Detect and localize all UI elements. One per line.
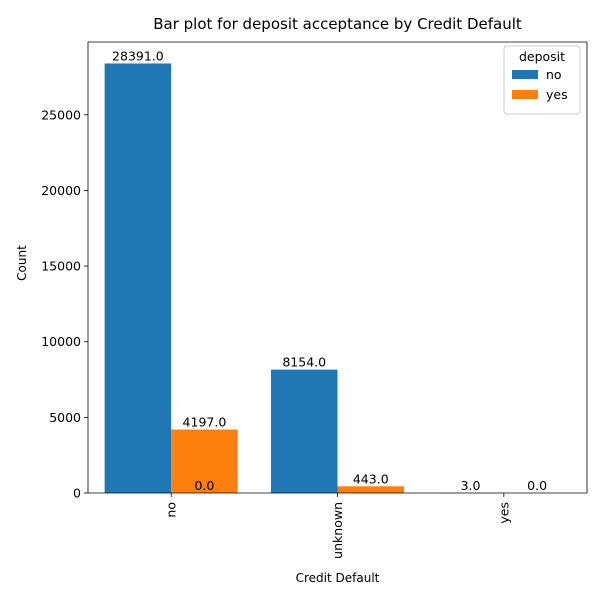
chart-title: Bar plot for deposit acceptance by Credi… [153,15,522,33]
legend-title: deposit [519,49,565,64]
plot-area: 28391.0 8154.0 3.0 4197.0 443.0 0.0 0.0 0 5000 10… [41,42,587,559]
legend-swatch-yes [512,90,538,99]
bar-value-label: 3.0 [461,478,481,493]
y-tick-label: 5000 [49,410,81,425]
bar-no-unknown [271,370,338,493]
x-tick-label: no [164,502,179,518]
bar-value-label: 0.0 [194,478,214,493]
bar-value-label: 443.0 [353,471,389,486]
x-tick-label: yes [496,502,511,524]
y-axis-label: Count [15,245,29,281]
legend: deposit no yes [504,46,580,114]
y-tick-label: 15000 [41,259,81,274]
x-axis-label: Credit Default [296,571,380,585]
legend-swatch-no [512,70,538,79]
legend-label-yes: yes [546,87,568,102]
bar-value-label: 0.0 [527,478,547,493]
y-tick-label: 0 [73,486,81,501]
bar-no-no [105,63,172,493]
x-tick-label: unknown [330,502,345,559]
bar-value-label: 8154.0 [282,355,326,370]
y-tick-label: 10000 [41,334,81,349]
legend-label-no: no [546,67,562,82]
y-tick-label: 20000 [41,183,81,198]
bar-value-label: 4197.0 [183,415,227,430]
bar-yes-unknown [338,486,405,493]
bar-value-label: 28391.0 [112,48,164,63]
y-tick-label: 25000 [41,107,81,122]
